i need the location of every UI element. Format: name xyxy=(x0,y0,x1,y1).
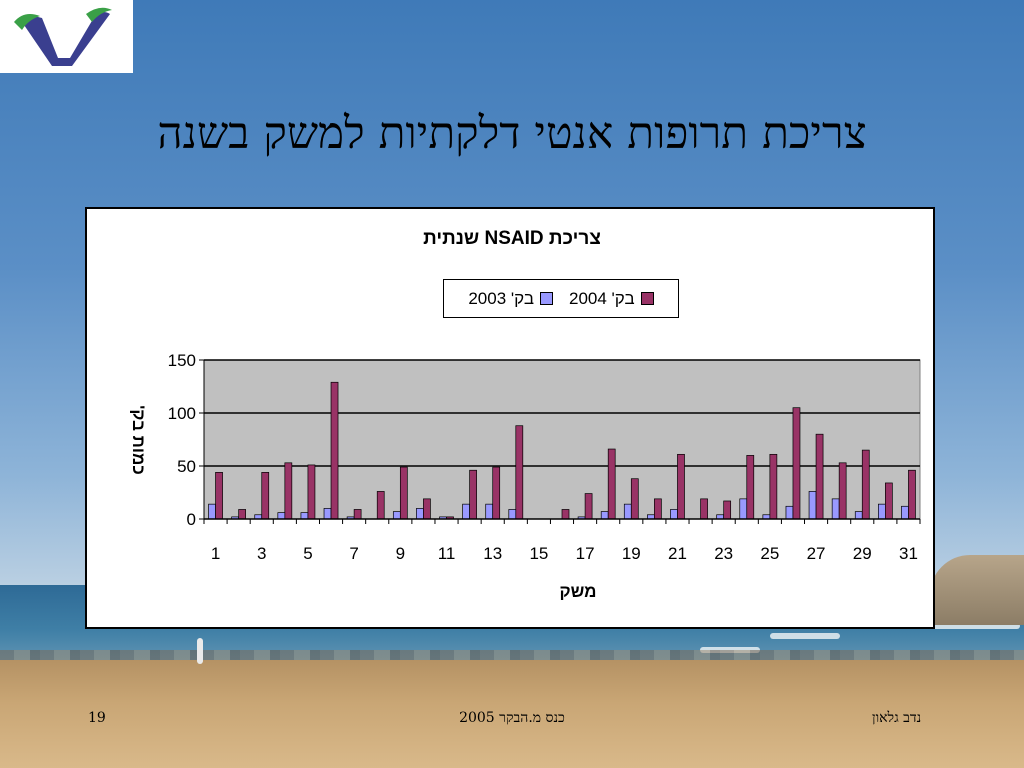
logo xyxy=(0,0,133,73)
footer-center: כנס מ.הבקר 2005 xyxy=(459,710,565,726)
wave-foam xyxy=(880,623,1020,629)
background-hill xyxy=(930,555,1024,625)
wave-foam xyxy=(770,633,840,639)
legend-label-2004: בק' 2004 xyxy=(569,288,635,308)
legend-item-2003: בק' 2003 xyxy=(468,289,553,309)
slide-number: 19 xyxy=(88,710,106,726)
v-logo-icon xyxy=(14,7,112,66)
footer-author: נדב גלאון xyxy=(872,710,922,726)
chart-title: צריכת NSAID שנתית xyxy=(423,228,601,249)
slide-title: צריכת תרופות אנטי דלקתיות למשק בשנה xyxy=(157,108,867,159)
legend-swatch-2004 xyxy=(640,292,654,305)
background-sand xyxy=(0,660,1024,768)
background-person xyxy=(197,638,203,664)
chart-legend: בק' 2004 בק' 2003 xyxy=(443,279,679,318)
chart-frame xyxy=(85,207,935,629)
legend-label-2003: בק' 2003 xyxy=(468,288,534,308)
legend-item-2004: בק' 2004 xyxy=(569,289,654,309)
legend-swatch-2003 xyxy=(540,292,553,305)
